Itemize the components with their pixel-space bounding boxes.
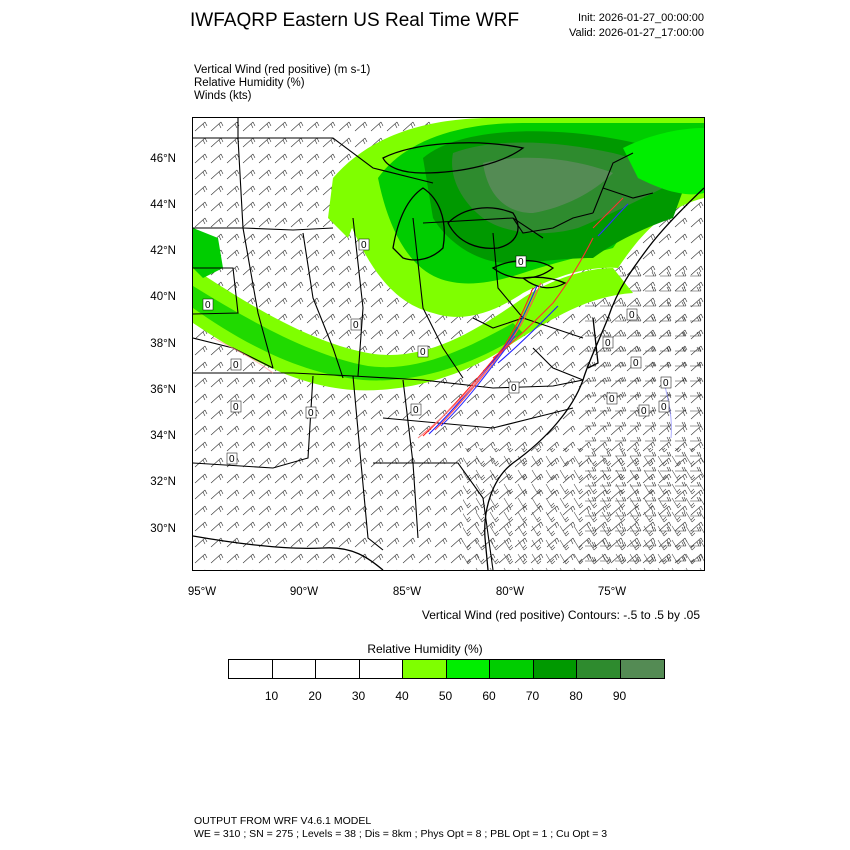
contour-label-box bbox=[602, 336, 614, 349]
contour-label-box bbox=[626, 308, 638, 321]
wind-barbs-southeast bbox=[463, 448, 704, 570]
colorbar-cell bbox=[272, 660, 316, 678]
lon-label: 85°W bbox=[392, 586, 422, 598]
contour-label: 0 bbox=[229, 454, 235, 465]
contour-label-box bbox=[606, 392, 618, 405]
contour-label-box bbox=[630, 356, 642, 369]
colorbar-cell bbox=[359, 660, 403, 678]
contour-label: 0 bbox=[629, 310, 635, 321]
lat-label: 32°N bbox=[150, 476, 176, 488]
contour-label: 0 bbox=[661, 402, 667, 413]
valid-time: Valid: 2026-01-27_17:00:00 bbox=[569, 27, 704, 39]
colorbar-cell bbox=[403, 660, 447, 678]
contour-label: 0 bbox=[233, 360, 239, 371]
colorbar-label: 10 bbox=[264, 689, 279, 703]
contour-label-box bbox=[230, 358, 242, 371]
contour-label: 0 bbox=[641, 406, 647, 417]
colorbar-label: 90 bbox=[612, 689, 627, 703]
lat-label: 34°N bbox=[150, 430, 176, 442]
contour-label: 0 bbox=[511, 383, 517, 394]
colorbar-title: Relative Humidity (%) bbox=[367, 642, 483, 656]
contour-label: 0 bbox=[413, 405, 419, 416]
lon-label: 95°W bbox=[187, 586, 217, 598]
lat-label: 30°N bbox=[150, 523, 176, 535]
contour-label: 0 bbox=[233, 402, 239, 413]
colorbar-cell bbox=[533, 660, 577, 678]
colorbar-cell bbox=[446, 660, 490, 678]
colorbar-cell bbox=[577, 660, 621, 678]
field-label-winds: Winds (kts) bbox=[194, 90, 252, 102]
map-canvas: 0 0 0 0 0 0 0 0 0 0 0 0 0 0 0 0 0 0 bbox=[193, 118, 704, 570]
contour-label-box bbox=[658, 400, 670, 413]
vertical-wind-contours bbox=[212, 197, 672, 439]
contour-label-box bbox=[226, 452, 238, 465]
contour-label: 0 bbox=[205, 300, 211, 311]
contour-label: 0 bbox=[663, 378, 669, 389]
contour-label-box bbox=[202, 298, 214, 311]
contour-label-box bbox=[508, 381, 520, 394]
lat-label: 38°N bbox=[150, 338, 176, 350]
lat-label: 46°N bbox=[150, 153, 176, 165]
contour-label-box bbox=[410, 403, 422, 416]
contour-label-box bbox=[305, 406, 317, 419]
lat-label: 44°N bbox=[150, 199, 176, 211]
colorbar bbox=[228, 659, 665, 679]
contour-label: 0 bbox=[633, 358, 639, 369]
contour-label-box bbox=[350, 318, 362, 331]
lon-label: 90°W bbox=[289, 586, 319, 598]
contour-label-box bbox=[358, 238, 370, 251]
colorbar-label: 50 bbox=[438, 689, 453, 703]
contour-label: 0 bbox=[605, 338, 611, 349]
map-panel: 0 0 0 0 0 0 0 0 0 0 0 0 0 0 0 0 0 0 bbox=[192, 117, 705, 571]
contour-label: 0 bbox=[353, 320, 359, 331]
field-label-vertical-wind: Vertical Wind (red positive) (m s-1) bbox=[194, 64, 371, 76]
colorbar-label: 30 bbox=[351, 689, 366, 703]
colorbar-cell bbox=[620, 660, 664, 678]
colorbar-label: 80 bbox=[569, 689, 583, 703]
lat-label: 36°N bbox=[150, 384, 176, 396]
contour-label-box bbox=[660, 376, 672, 389]
contour-label: 0 bbox=[308, 408, 314, 419]
model-config: WE = 310 ; SN = 275 ; Levels = 38 ; Dis … bbox=[194, 828, 608, 840]
contour-label-box bbox=[515, 255, 527, 268]
coastlines bbox=[193, 142, 704, 570]
lon-label: 75°W bbox=[597, 586, 627, 598]
lat-label: 42°N bbox=[150, 245, 176, 257]
init-time: Init: 2026-01-27_00:00:00 bbox=[578, 12, 704, 24]
colorbar-label: 60 bbox=[482, 689, 496, 703]
colorbar-cell bbox=[229, 660, 273, 678]
contour-label: 0 bbox=[361, 240, 367, 251]
colorbar-cell bbox=[316, 660, 360, 678]
lon-label: 80°W bbox=[495, 586, 525, 598]
map-title: IWFAQRP Eastern US Real Time WRF bbox=[190, 10, 520, 31]
model-info: OUTPUT FROM WRF V4.6.1 MODEL bbox=[194, 815, 372, 827]
contour-label-box bbox=[638, 404, 650, 417]
colorbar-label: 70 bbox=[525, 689, 540, 703]
field-label-relative-humidity: Relative Humidity (%) bbox=[194, 77, 305, 89]
contour-note: Vertical Wind (red positive) Contours: -… bbox=[421, 608, 700, 622]
lat-label: 40°N bbox=[150, 291, 176, 303]
colorbar-cell bbox=[490, 660, 534, 678]
contour-label: 0 bbox=[518, 257, 524, 268]
colorbar-label: 40 bbox=[395, 689, 409, 703]
contour-labels: 0 0 0 0 0 0 0 0 0 0 0 0 0 0 0 0 0 0 bbox=[202, 238, 672, 465]
contour-label-box bbox=[230, 400, 242, 413]
contour-label: 0 bbox=[609, 394, 615, 405]
contour-label: 0 bbox=[420, 347, 426, 358]
contour-label-box bbox=[417, 345, 429, 358]
colorbar-label: 20 bbox=[308, 689, 322, 703]
